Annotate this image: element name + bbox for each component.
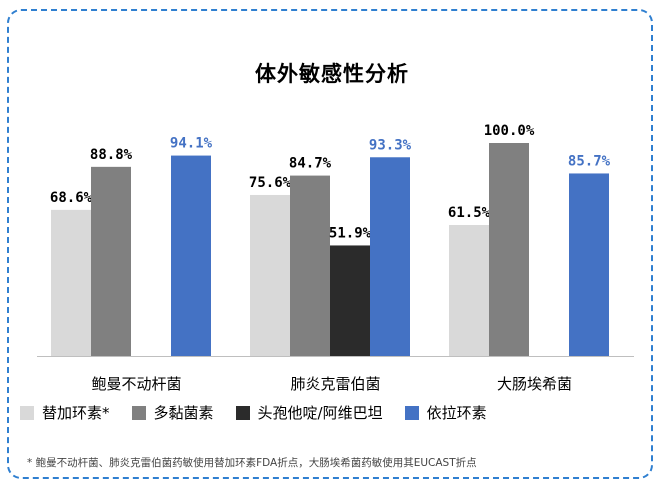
bar-0-3	[171, 155, 211, 356]
legend-label-2: 头孢他啶/阿维巴坦	[257, 404, 383, 422]
data-label-2-0: 61.5%	[448, 205, 491, 221]
category-label-0: 鲍曼不动杆菌	[91, 375, 181, 393]
legend-swatch-2	[235, 405, 250, 420]
bar-2-0	[449, 225, 489, 356]
data-label-0-3: 94.1%	[170, 136, 213, 152]
legend-item-3: 依拉环素	[404, 402, 487, 423]
chart-title: 体外敏感性分析	[255, 62, 409, 86]
data-label-2-1: 100.0%	[484, 123, 535, 139]
bar-2-3	[569, 173, 609, 356]
legend-swatch-0	[20, 405, 34, 420]
bar-1-3	[370, 157, 410, 356]
data-label-1-3: 93.3%	[369, 137, 412, 153]
bar-1-0	[250, 194, 290, 356]
bar-1-1	[290, 175, 330, 356]
legend-item-0: 替加环素*	[20, 402, 110, 423]
data-label-1-1: 84.7%	[289, 156, 332, 172]
legend-label-3: 依拉环素	[426, 404, 487, 422]
data-label-0-1: 88.8%	[90, 147, 133, 163]
category-label-1: 肺炎克雷伯菌	[290, 375, 380, 393]
chart-frame	[7, 9, 653, 479]
bar-0-1	[91, 166, 131, 356]
data-label-0-0: 68.6%	[50, 190, 93, 206]
legend-item-1: 多黏菌素	[131, 402, 214, 423]
bar-1-2	[330, 245, 370, 356]
legend-swatch-3	[404, 405, 419, 420]
legend-item-2: 头孢他啶/阿维巴坦	[235, 402, 383, 423]
legend-label-0: 替加环素*	[42, 404, 110, 422]
data-label-1-0: 75.6%	[249, 175, 292, 191]
data-label-2-3: 85.7%	[568, 153, 611, 169]
bar-2-1	[489, 143, 529, 356]
legend-label-1: 多黏菌素	[153, 404, 214, 422]
category-label-2: 大肠埃希菌	[497, 375, 572, 393]
legend: 替加环素* 多黏菌素 头孢他啶/阿维巴坦 依拉环素	[20, 402, 509, 423]
data-label-1-2: 51.9%	[329, 225, 372, 241]
bar-0-0	[51, 209, 91, 356]
footnote: * 鲍曼不动杆菌、肺炎克雷伯菌药敏使用替加环素FDA折点，大肠埃希菌药敏使用其E…	[27, 457, 477, 469]
legend-swatch-1	[131, 405, 146, 420]
